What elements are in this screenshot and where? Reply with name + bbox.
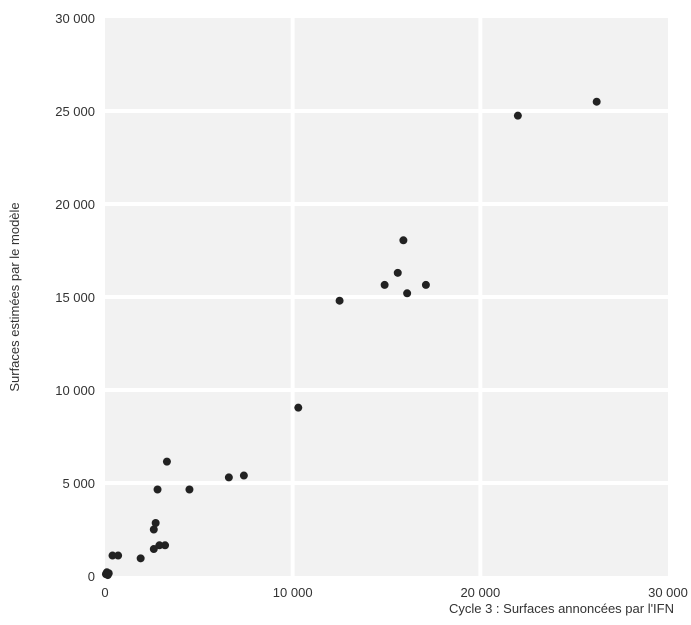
grid-lines [105, 18, 668, 576]
data-point [153, 485, 162, 494]
y-tick-label: 25 000 [55, 104, 95, 119]
y-tick-label: 15 000 [55, 290, 95, 305]
y-tick-label: 30 000 [55, 11, 95, 26]
data-point [149, 545, 158, 554]
data-point [403, 289, 412, 298]
data-point [136, 554, 145, 563]
data-point [380, 280, 389, 289]
data-point [592, 97, 601, 106]
data-point [151, 518, 160, 527]
y-tick-label: 20 000 [55, 197, 95, 212]
x-tick-label: 30 000 [648, 585, 688, 600]
x-axis-label: Cycle 3 : Surfaces annoncées par l'IFN [449, 601, 674, 616]
data-point [155, 541, 164, 550]
x-axis-ticks: 0 10 000 20 000 30 000 [101, 585, 688, 600]
data-point [399, 236, 408, 245]
data-point [294, 403, 303, 412]
y-axis-label: Surfaces estimées par le modèle [7, 202, 22, 391]
data-point [239, 471, 248, 480]
data-point [224, 473, 233, 482]
x-tick-label: 20 000 [460, 585, 500, 600]
x-tick-label: 10 000 [273, 585, 313, 600]
data-point [185, 485, 194, 494]
data-point [513, 111, 522, 120]
data-point [108, 551, 117, 560]
data-point [162, 457, 171, 466]
data-points [101, 97, 601, 580]
y-tick-label: 0 [88, 569, 95, 584]
y-tick-label: 5 000 [62, 476, 95, 491]
data-point [393, 268, 402, 277]
data-point [114, 551, 123, 560]
data-point [104, 569, 113, 578]
y-axis-ticks: 0 5 000 10 000 15 000 20 000 25 000 30 000 [55, 11, 95, 584]
data-point [335, 296, 344, 305]
x-tick-label: 0 [101, 585, 108, 600]
data-point [161, 541, 170, 550]
data-point [149, 525, 158, 534]
data-point [421, 280, 430, 289]
y-tick-label: 10 000 [55, 383, 95, 398]
